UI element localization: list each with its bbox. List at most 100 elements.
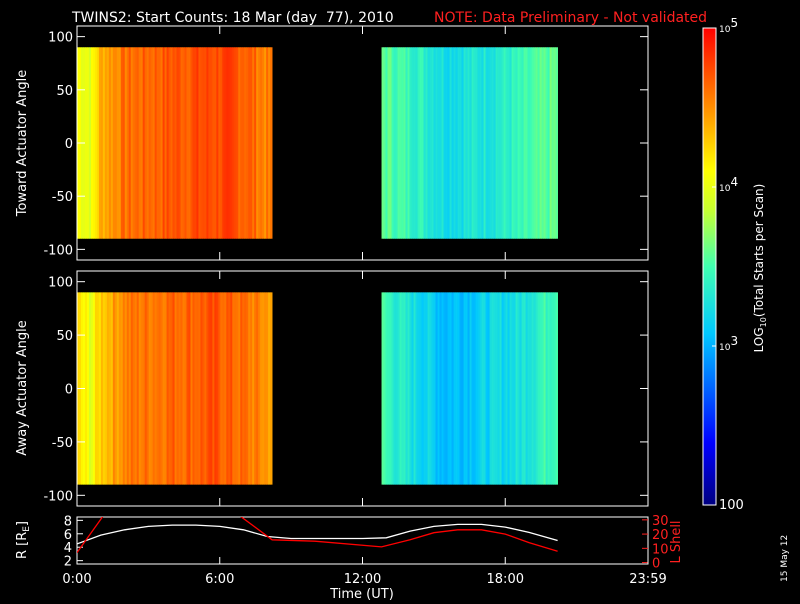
heatmap-column	[467, 47, 470, 239]
heatmap-column	[192, 292, 195, 485]
heatmap-column	[236, 47, 239, 239]
heatmap-column	[527, 47, 530, 239]
heatmap-column	[236, 292, 239, 485]
heatmap-column	[172, 292, 175, 485]
heatmap-column	[228, 47, 231, 239]
heatmap-column	[178, 47, 181, 239]
heatmap-column	[268, 47, 271, 239]
heatmap-column	[515, 47, 518, 239]
heatmap-column	[102, 292, 106, 485]
heatmap-column	[501, 47, 504, 239]
heatmap-column	[501, 292, 504, 485]
heatmap-column	[437, 47, 440, 239]
heatmap-column	[268, 292, 271, 485]
heatmap-column	[499, 292, 502, 485]
heatmap-column	[429, 47, 432, 239]
heatmap-column	[461, 292, 464, 485]
heatmap-column	[266, 292, 269, 485]
heatmap-column	[168, 292, 171, 485]
heatmap-column	[461, 47, 464, 239]
heatmap-column	[218, 292, 221, 485]
heatmap-column	[240, 47, 243, 239]
heatmap-column	[146, 292, 150, 485]
heatmap-column	[230, 292, 233, 485]
heatmap-column	[547, 292, 550, 485]
heatmap-column	[246, 47, 249, 239]
heatmap-column	[401, 292, 404, 485]
heatmap-column	[489, 47, 492, 239]
heatmap-column	[226, 47, 229, 239]
heatmap-column	[493, 292, 496, 485]
heatmap-column	[96, 47, 100, 239]
panel2-ylabel: Away Actuator Angle	[15, 320, 30, 455]
heatmap-column	[100, 47, 104, 239]
heatmap-column	[389, 47, 392, 239]
heatmap-column	[260, 292, 263, 485]
heatmap-column	[84, 292, 88, 485]
heatmap-column	[130, 47, 134, 239]
heatmap-column	[242, 292, 245, 485]
heatmap-column	[270, 292, 273, 485]
heatmap-column	[264, 47, 267, 239]
heatmap-column	[469, 47, 472, 239]
heatmap-column	[483, 47, 486, 239]
heatmap-column	[487, 47, 490, 239]
preliminary-note: NOTE: Data Preliminary - Not validated	[434, 10, 707, 26]
heatmap-column	[190, 292, 193, 485]
heatmap-column	[517, 47, 520, 239]
heatmap-column	[419, 47, 422, 239]
panel3-ylabel-left: R [RE]	[15, 521, 32, 559]
left-tick-label: 4	[64, 541, 72, 556]
heatmap-column	[473, 47, 476, 239]
y-tick-label: 0	[65, 383, 73, 398]
heatmap-column	[497, 47, 500, 239]
heatmap-column	[122, 292, 126, 485]
heatmap-column	[162, 47, 165, 239]
heatmap-column	[98, 292, 102, 485]
heatmap-column	[240, 292, 243, 485]
heatmap-column	[92, 292, 96, 485]
heatmap-column	[471, 292, 474, 485]
heatmap-column	[84, 47, 88, 239]
heatmap-column	[244, 47, 247, 239]
heatmap-column	[417, 47, 420, 239]
heatmap-column	[246, 292, 249, 485]
heatmap-column	[88, 292, 92, 485]
heatmap-column	[511, 47, 514, 239]
heatmap-column	[132, 47, 136, 239]
date-stamp: 15 May 12	[780, 535, 790, 582]
heatmap-column	[535, 292, 538, 485]
heatmap-column	[521, 47, 524, 239]
heatmap-column	[417, 292, 420, 485]
heatmap-column	[439, 292, 442, 485]
heatmap-column	[142, 47, 146, 239]
heatmap-column	[411, 292, 414, 485]
heatmap-column	[551, 292, 554, 485]
colorbar-tick-base: 10	[719, 343, 731, 353]
heatmap-column	[549, 47, 552, 239]
heatmap-column	[244, 292, 247, 485]
colorbar-tick-label: 104	[719, 175, 738, 194]
heatmap-column	[86, 47, 90, 239]
heatmap-column	[545, 292, 548, 485]
heatmap-column	[238, 47, 241, 239]
heatmap-column	[198, 292, 201, 485]
heatmap-column	[503, 47, 506, 239]
heatmap-column	[485, 47, 488, 239]
heatmap-column	[507, 292, 510, 485]
heatmap-column	[208, 47, 211, 239]
heatmap-column	[555, 47, 558, 239]
heatmap-column	[130, 292, 134, 485]
heatmap-column	[134, 47, 138, 239]
heatmap-column	[447, 292, 450, 485]
colorbar-tick-base: 10	[719, 184, 731, 194]
heatmap-column	[114, 47, 118, 239]
colorbar-tick-base: 100	[719, 498, 744, 513]
heatmap-column	[389, 292, 392, 485]
heatmap-column	[457, 292, 460, 485]
heatmap-column	[485, 292, 488, 485]
heatmap-column	[467, 292, 470, 485]
heatmap-column	[248, 292, 251, 485]
heatmap-column	[140, 47, 144, 239]
